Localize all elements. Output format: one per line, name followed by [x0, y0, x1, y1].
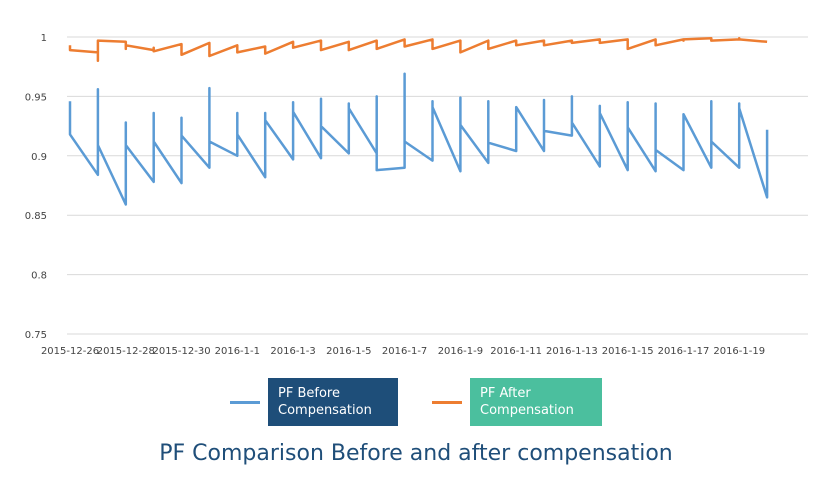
x-tick-label: 2016-1-3	[270, 346, 315, 357]
x-tick-label: 2016-1-5	[326, 346, 371, 357]
x-tick-label: 2016-1-17	[658, 346, 710, 357]
y-axis-labels: 0.75 0.8 0.85 0.9 0.95 1	[25, 33, 47, 341]
legend-swatch-after	[432, 400, 462, 404]
legend-label-after: PF After Compensation	[470, 378, 602, 426]
legend-label-before: PF Before Compensation	[268, 378, 398, 426]
x-tick-label: 2015-12-28	[97, 346, 155, 357]
x-tick-label: 2016-1-9	[438, 346, 483, 357]
y-tick-label: 1	[41, 33, 47, 44]
y-tick-label: 0.9	[31, 152, 47, 163]
x-tick-label: 2015-12-30	[152, 346, 210, 357]
x-tick-label: 2015-12-26	[41, 346, 99, 357]
series-line-before	[68, 72, 769, 206]
series-lines	[68, 36, 769, 206]
chart-legend: PF Before Compensation PF After Compensa…	[0, 378, 832, 428]
x-tick-label: 2016-1-15	[602, 346, 654, 357]
pf-line-chart: 0.75 0.8 0.85 0.9 0.95 1 2015-12-262015-12-28…	[25, 33, 808, 357]
legend-item-after: PF After Compensation	[432, 378, 602, 426]
chart-title: PF Comparison Before and after compensat…	[159, 441, 673, 466]
legend-swatch-before	[230, 400, 260, 404]
x-tick-label: 2016-1-1	[215, 346, 260, 357]
x-tick-label: 2016-1-7	[382, 346, 427, 357]
x-tick-label: 2016-1-11	[490, 346, 542, 357]
y-tick-label: 0.8	[31, 271, 47, 282]
y-tick-label: 0.95	[25, 92, 47, 103]
x-tick-label: 2016-1-13	[546, 346, 598, 357]
legend-item-before: PF Before Compensation	[230, 378, 398, 426]
x-tick-label: 2016-1-19	[713, 346, 765, 357]
y-tick-label: 0.85	[25, 211, 47, 222]
grid-lines	[67, 36, 808, 335]
series-line-after	[68, 36, 768, 63]
y-tick-label: 0.75	[25, 330, 47, 341]
